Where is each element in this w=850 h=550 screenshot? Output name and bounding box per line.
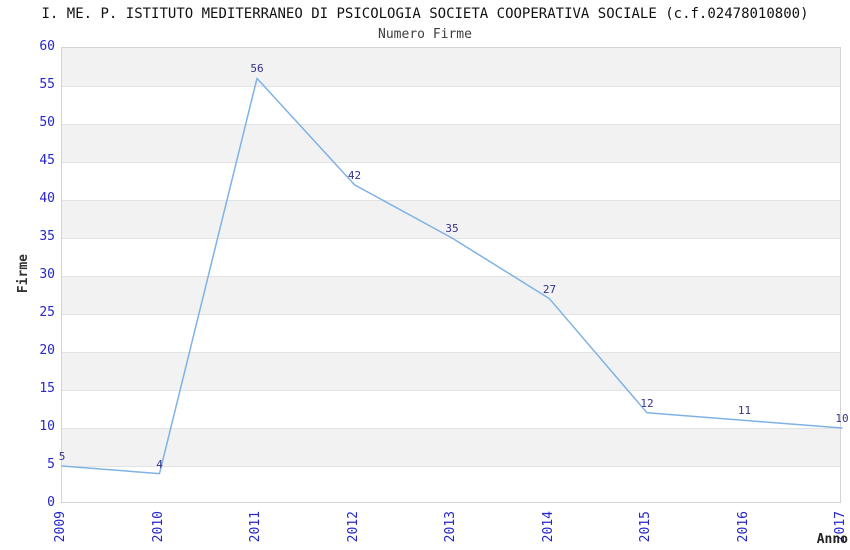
y-tick-label: 60 (39, 39, 55, 54)
y-tick-label: 50 (39, 115, 55, 130)
chart-subtitle: Numero Firme (378, 27, 472, 42)
y-tick-label: 55 (39, 77, 55, 92)
x-tick-label: 2009 (53, 511, 68, 543)
chart-main-title: I. ME. P. ISTITUTO MEDITERRANEO DI PSICO… (41, 6, 809, 22)
y-tick-label: 5 (47, 457, 55, 472)
x-tick-label: 2014 (540, 511, 556, 543)
y-tick-label: 20 (39, 343, 55, 358)
line-series-svg (61, 77, 843, 475)
y-axis-title: Firme (16, 254, 31, 294)
y-tick-label: 45 (39, 153, 55, 168)
x-tick-label: 2010 (150, 511, 166, 543)
plot-area: 5 4 56 42 35 27 12 11 10 (59, 47, 849, 503)
series-line (61, 77, 843, 475)
x-tick-label: 2013 (443, 511, 458, 543)
x-tick-label: 2011 (248, 511, 263, 543)
y-tick-label: 15 (39, 381, 55, 396)
x-tick-label: 2015 (638, 511, 653, 543)
x-tick-label: 2016 (735, 511, 751, 543)
y-tick-label: 25 (39, 305, 55, 320)
y-tick-label: 0 (47, 495, 55, 510)
x-axis-title: Anno (816, 532, 848, 547)
y-tick-label: 10 (39, 419, 55, 434)
y-tick-label: 40 (39, 191, 55, 206)
y-tick-label: 30 (39, 267, 55, 282)
x-tick-label: 2012 (345, 511, 361, 543)
y-tick-label: 35 (39, 229, 55, 244)
